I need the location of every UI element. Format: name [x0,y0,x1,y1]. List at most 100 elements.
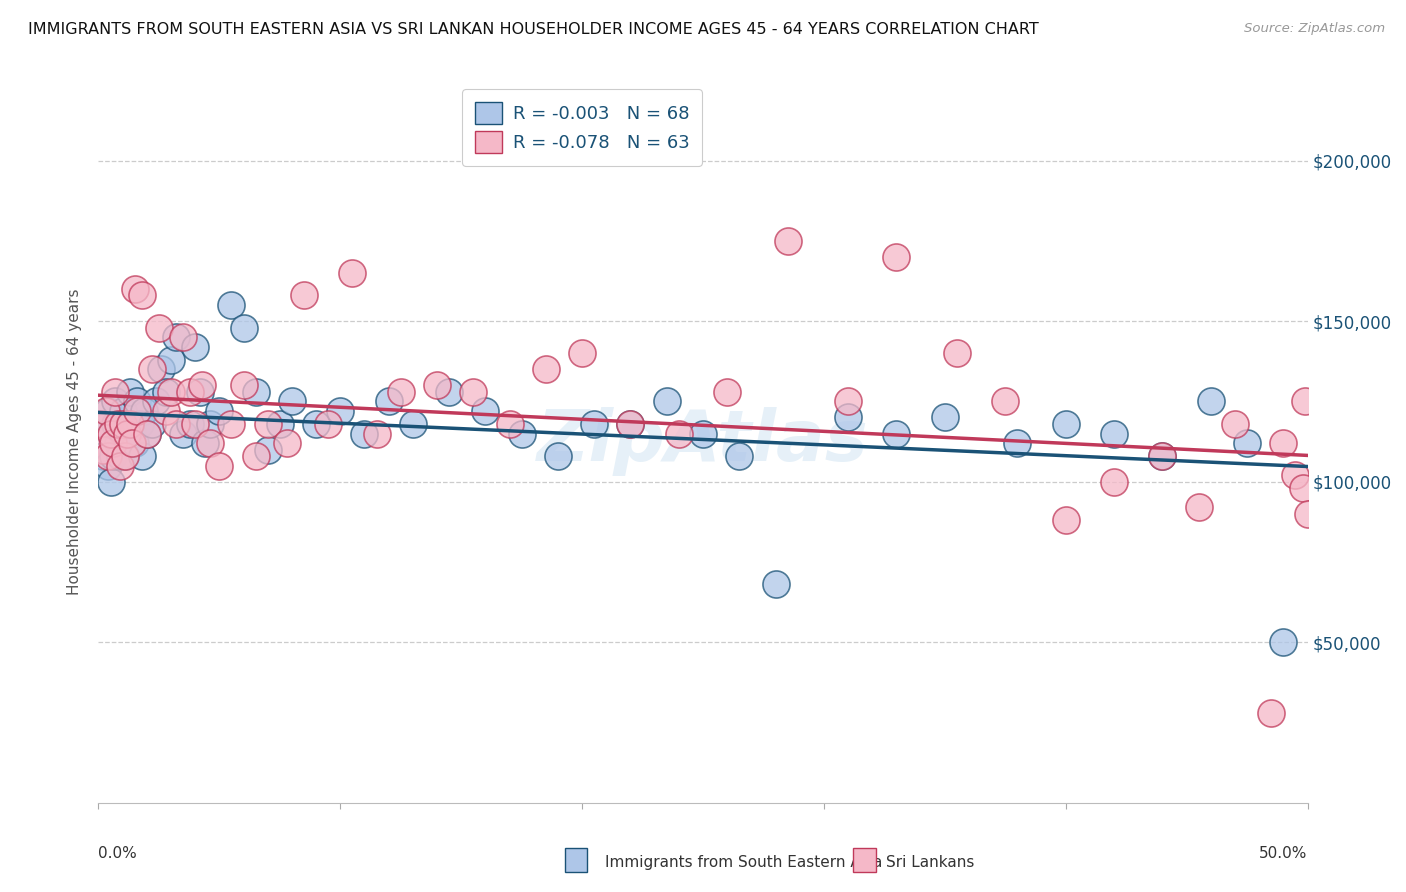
Point [389,384,412,399]
Point [1054,417,1077,431]
Point [1152,449,1174,463]
Point [101,449,124,463]
Point [194,436,217,450]
Point [101,436,124,450]
Point [108,458,131,473]
Point [1223,417,1246,431]
Point [179,417,201,431]
Point [377,394,399,409]
Point [221,298,243,312]
Point [188,384,211,399]
Point [728,449,751,463]
Point [100,426,122,441]
Point [100,475,122,489]
Point [100,426,122,441]
Y-axis label: Householder Income Ages 45 - 64 years: Householder Income Ages 45 - 64 years [67,288,83,595]
Point [1296,507,1319,521]
Point [127,404,149,418]
Point [208,458,231,473]
Text: ZipAtlas: ZipAtlas [537,407,869,476]
Point [1260,706,1282,720]
Point [104,384,127,399]
Point [155,384,177,399]
Point [198,436,221,450]
Point [463,384,485,399]
Point [97,458,120,473]
Point [128,417,150,431]
Point [1054,513,1077,527]
Point [619,417,641,431]
Point [208,404,231,418]
Point [114,449,136,463]
Point [1199,394,1222,409]
Point [134,404,156,418]
Point [1272,635,1295,649]
Point [837,410,859,425]
Point [131,449,153,463]
Point [90,436,112,450]
Point [655,394,678,409]
Point [141,362,163,376]
Legend: R = -0.003   N = 68, R = -0.078   N = 63: R = -0.003 N = 68, R = -0.078 N = 63 [463,89,702,166]
Point [118,384,141,399]
Point [256,442,278,457]
Point [127,394,149,409]
Point [1284,468,1306,483]
Point [198,417,221,431]
Point [155,404,177,418]
Point [1007,436,1029,450]
Point [292,288,315,302]
Point [426,378,449,392]
Point [104,417,127,431]
Point [232,320,254,334]
Text: 50.0%: 50.0% [1260,847,1308,861]
Point [91,442,114,457]
Point [111,426,134,441]
Point [114,449,136,463]
Point [1102,426,1125,441]
Point [765,577,787,591]
Point [245,449,267,463]
Point [160,352,183,367]
Point [305,417,328,431]
Point [111,417,134,431]
Point [1292,481,1315,495]
Point [716,384,738,399]
Point [342,266,364,280]
Point [97,404,120,418]
Point [141,417,163,431]
Point [474,404,496,418]
Point [165,417,187,431]
Point [1236,436,1258,450]
Point [108,449,131,463]
Point [1152,449,1174,463]
Point [269,417,291,431]
Point [547,449,569,463]
Point [1272,436,1295,450]
Point [184,340,207,354]
Point [150,362,173,376]
Point [571,346,593,360]
Point [402,417,425,431]
Point [366,426,388,441]
Point [1294,394,1316,409]
Point [437,384,460,399]
Point [776,234,799,248]
Point [91,449,114,463]
Point [281,394,304,409]
Point [221,417,243,431]
Point [692,426,714,441]
Point [232,378,254,392]
Point [90,417,112,431]
Point [245,384,267,399]
Point [160,384,183,399]
Point [121,426,143,441]
Point [256,417,278,431]
Point [124,436,146,450]
Point [107,417,129,431]
Point [946,346,969,360]
Point [135,426,157,441]
Text: Sri Lankans: Sri Lankans [886,855,974,870]
Point [1188,500,1211,515]
Point [172,330,194,344]
